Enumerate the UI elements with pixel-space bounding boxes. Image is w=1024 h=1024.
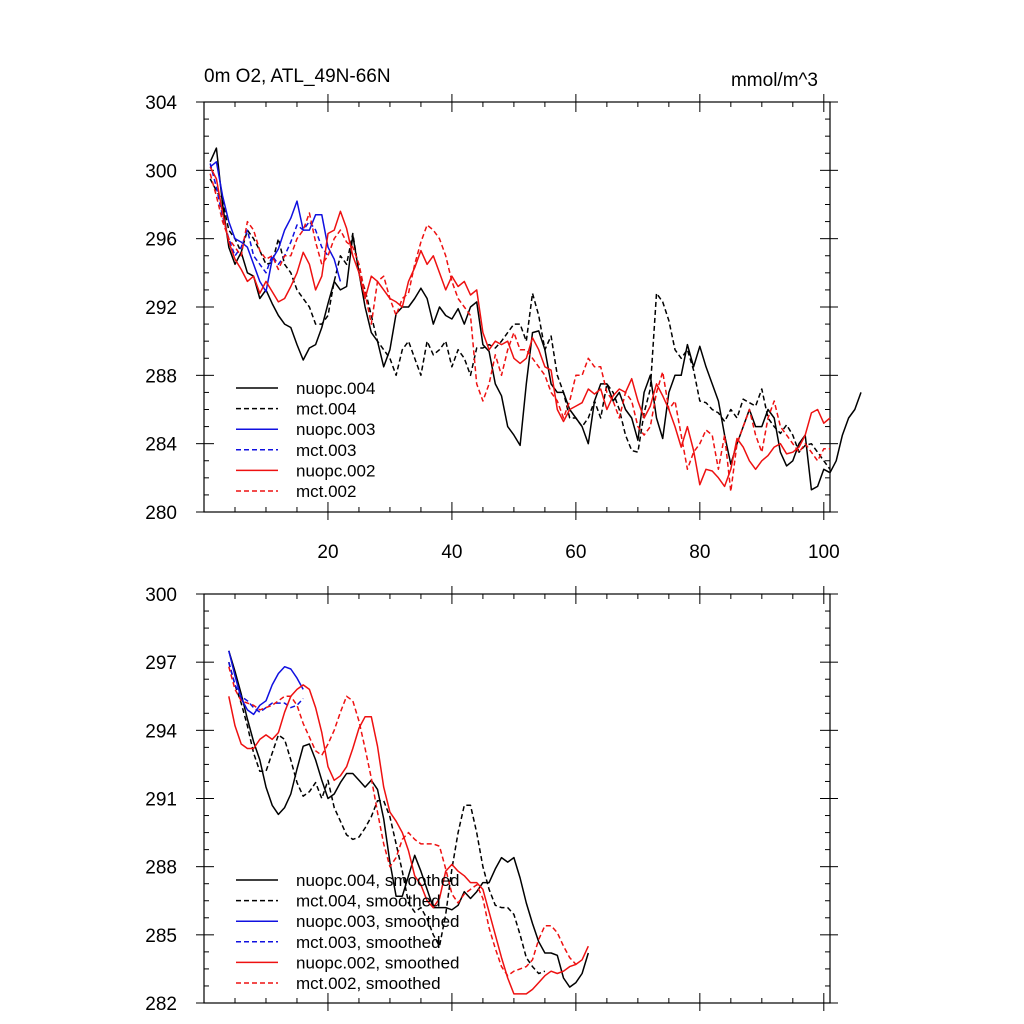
y-tick-label: 296: [145, 230, 177, 251]
y-tick-label: 300: [145, 585, 177, 606]
series-line-nuopc-004-smoothed: [228, 650, 590, 988]
series-line-mct-003: [209, 163, 329, 274]
y-tick-label: 284: [145, 435, 177, 456]
legend-label: mct.003, smoothed: [296, 933, 441, 952]
legend-label: nuopc.002: [296, 461, 375, 480]
legend-label: mct.002, smoothed: [296, 974, 441, 993]
series-line-nuopc-004: [209, 147, 862, 491]
units-label: mmol/m^3: [731, 70, 818, 91]
series-line-nuopc-003: [209, 161, 342, 293]
series-line-mct-004-smoothed: [228, 662, 546, 975]
legend-label: mct.002: [296, 482, 356, 501]
x-tick-label: 60: [565, 542, 586, 563]
bottom-panel: 282 285 288 291 294 297 300 nuopc.004, smoothed…: [145, 585, 838, 1015]
y-tick-label: 297: [145, 653, 177, 674]
y-tick-label: 280: [145, 503, 177, 524]
series-line-nuopc-002: [209, 166, 831, 488]
y-tick-label: 288: [145, 366, 177, 387]
series-line-mct-004: [209, 178, 831, 470]
legend-label: nuopc.003, smoothed: [296, 912, 460, 931]
chart-title: 0m O2, ATL_49N-66N: [204, 66, 391, 87]
legend-label: mct.004, smoothed: [296, 892, 441, 911]
legend-label: nuopc.002, smoothed: [296, 953, 460, 972]
y-tick-label: 294: [145, 721, 177, 742]
series-line-mct-002: [209, 173, 830, 493]
y-tick-label: 282: [145, 994, 177, 1015]
x-tick-label: 80: [689, 542, 710, 563]
legend-label: nuopc.003: [296, 420, 375, 439]
top-panel: 20 40 60 80 100 280 284 288 292 296 300 304 nuopc.00…: [145, 93, 862, 563]
x-tick-label: 100: [808, 542, 840, 563]
y-tick-label: 288: [145, 858, 177, 879]
legend-label: mct.004: [296, 400, 356, 419]
legend-label: mct.003: [296, 441, 356, 460]
x-tick-label: 40: [441, 542, 462, 563]
series-line-nuopc-003-smoothed: [228, 650, 304, 716]
y-tick-label: 304: [145, 93, 177, 114]
y-tick-label: 285: [145, 926, 177, 947]
y-tick-label: 300: [145, 161, 177, 182]
x-tick-label: 20: [317, 542, 338, 563]
y-tick-label: 292: [145, 298, 177, 319]
series-line-nuopc-002-smoothed: [228, 684, 589, 995]
series-line-mct-002-smoothed: [228, 666, 577, 977]
y-tick-label: 291: [145, 790, 177, 811]
legend-label: nuopc.004: [296, 379, 375, 398]
legend-label: nuopc.004, smoothed: [296, 871, 460, 890]
